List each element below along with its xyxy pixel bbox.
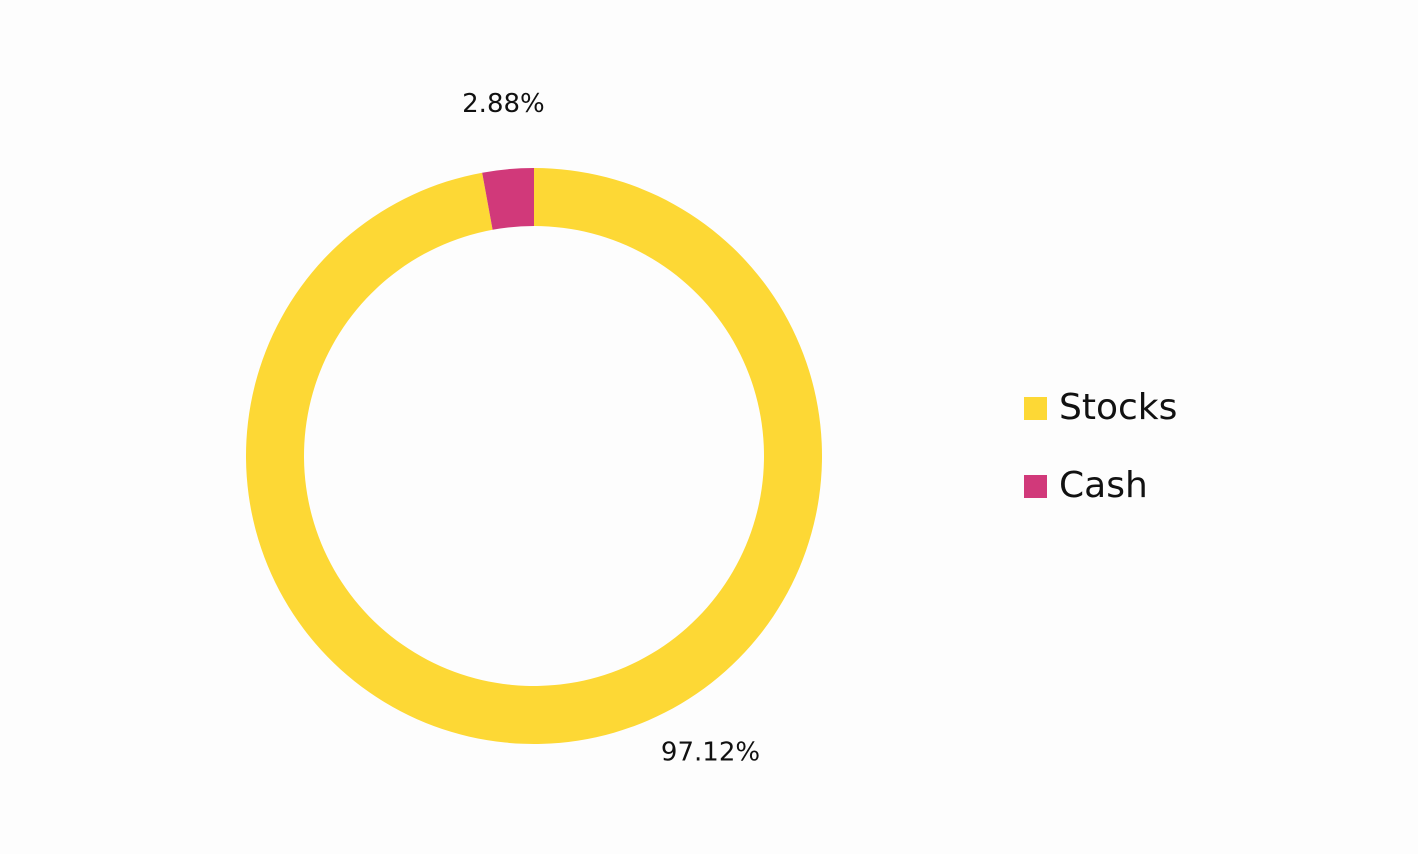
legend-item-cash: Cash <box>1024 462 1177 510</box>
data-label-cash: 2.88% <box>462 89 545 119</box>
legend-swatch-cash <box>1024 474 1047 498</box>
donut-slices <box>245 168 822 744</box>
legend-label-stocks: Stocks <box>1059 387 1178 428</box>
legend-label-cash: Cash <box>1059 465 1148 506</box>
donut-data-labels: 97.12% 2.88% <box>462 89 760 768</box>
data-label-stocks: 97.12% <box>661 738 760 768</box>
legend-swatch-stocks <box>1024 396 1047 420</box>
slice-stocks <box>245 168 822 744</box>
slice-cash <box>482 168 534 230</box>
legend: Stocks Cash <box>1024 384 1177 540</box>
legend-item-stocks: Stocks <box>1024 384 1177 432</box>
